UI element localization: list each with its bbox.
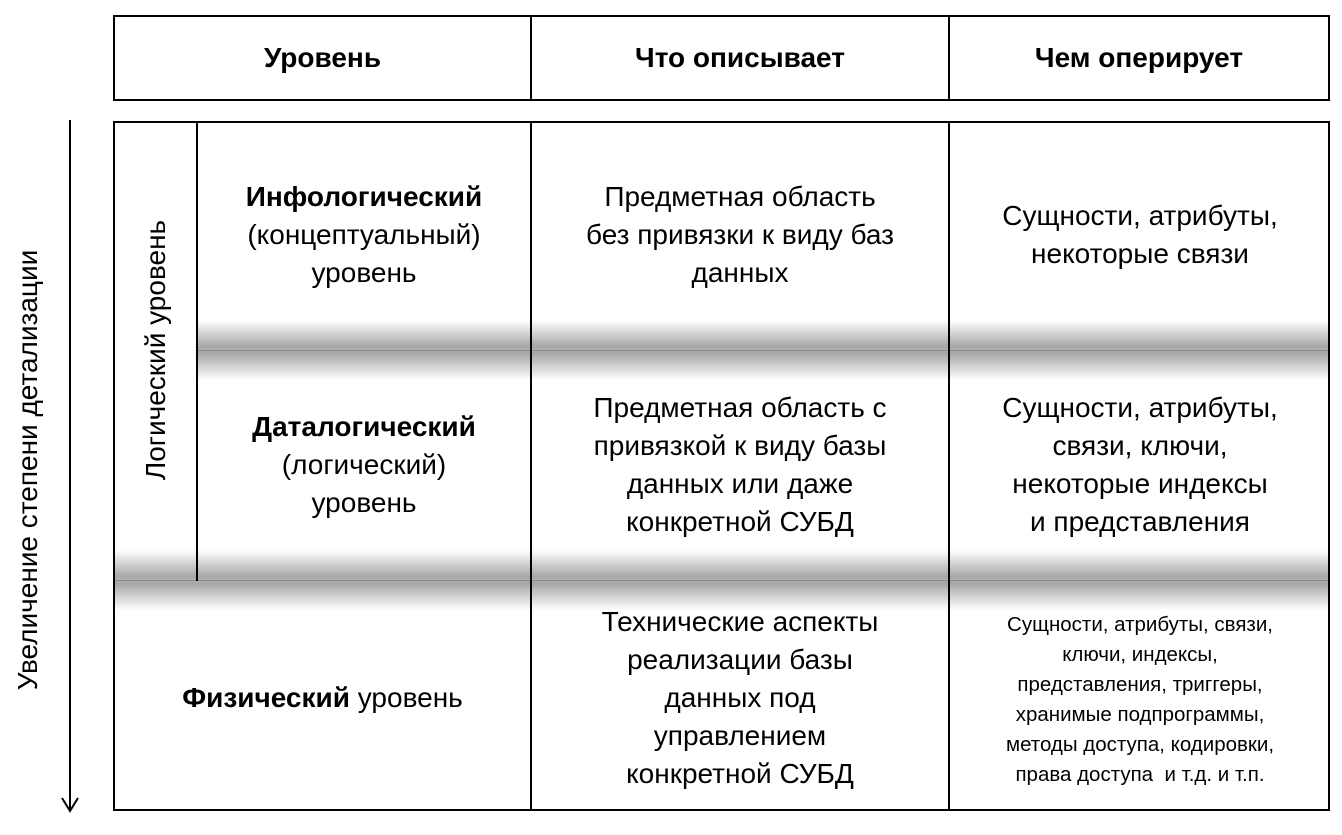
level-note: уровень [349,681,463,713]
column-divider [948,121,950,811]
text-line: Сущности, атрибуты, [1002,392,1278,423]
header-operates-label: Чем оперирует [1034,42,1244,73]
level-note: (логический) [281,449,447,480]
text-line: данных под [664,681,816,713]
down-arrow-icon [61,120,79,813]
header-describes: Что описывает [530,15,950,101]
text-line: конкретной СУБД [626,757,854,789]
text-line: реализации базы [627,643,853,675]
text-line: привязкой к виду базы [593,430,887,461]
text-line: права доступа и т.д. и т.п. [1015,762,1265,786]
level-name: Инфологический [245,181,483,212]
group-label: Логический уровень [140,219,171,481]
row-divider [115,580,1328,581]
text-line: Сущности, атрибуты, [1002,200,1278,231]
group-divider [196,121,198,581]
operates-cell: Сущности, атрибуты, некоторые связи [950,160,1330,310]
describes-cell: Предметная область с привязкой к виду баз… [532,385,948,545]
describes-cell: Технические аспекты реализации базы данных… [532,590,948,805]
level-note: (концептуальный) [247,219,481,250]
text-line: конкретной СУБД [626,506,854,537]
operates-cell: Сущности, атрибуты, связи, ключи, индексы… [950,592,1330,807]
header-level: Уровень [113,15,532,101]
level-note: уровень [311,487,417,518]
column-divider [530,121,532,811]
axis-label: Увеличение степени детализации [12,249,43,691]
header-operates: Чем оперирует [948,15,1330,101]
text-line: данных [691,257,789,288]
text-line: управлением [653,719,827,751]
text-line: и представления [1030,506,1250,537]
level-cell-infological: Инфологический (концептуальный) уровень [198,160,530,310]
header-level-label: Уровень [263,42,382,73]
text-line: некоторые индексы [1012,468,1268,499]
text-line: некоторые связи [1031,238,1249,269]
text-line: Технические аспекты [601,605,879,637]
levels-table [113,121,1330,811]
text-line: представления, триггеры, [1017,672,1263,696]
text-line: ключи, индексы, [1062,642,1218,666]
operates-cell: Сущности, атрибуты, связи, ключи, некоторы… [950,385,1330,545]
text-line: Предметная область с [593,392,887,423]
text-line: связи, ключи, [1052,430,1228,461]
describes-cell: Предметная область без привязки к виду ба… [532,160,948,310]
text-line: методы доступа, кодировки, [1005,732,1275,756]
text-line: без привязки к виду баз [585,219,895,250]
level-name: Даталогический [252,411,476,442]
text-line: Предметная область [604,181,876,212]
level-cell-datalogical: Даталогический (логический) уровень [198,385,530,545]
text-line: данных или даже [626,468,854,499]
header-describes-label: Что описывает [635,42,845,73]
level-cell-physical: Физический уровень [115,590,530,805]
level-name: Физический [182,681,350,713]
text-line: Сущности, атрибуты, связи, [1007,612,1273,636]
text-line: хранимые подпрограммы, [1015,702,1265,726]
row-divider [198,350,1328,351]
level-note: уровень [311,257,417,288]
